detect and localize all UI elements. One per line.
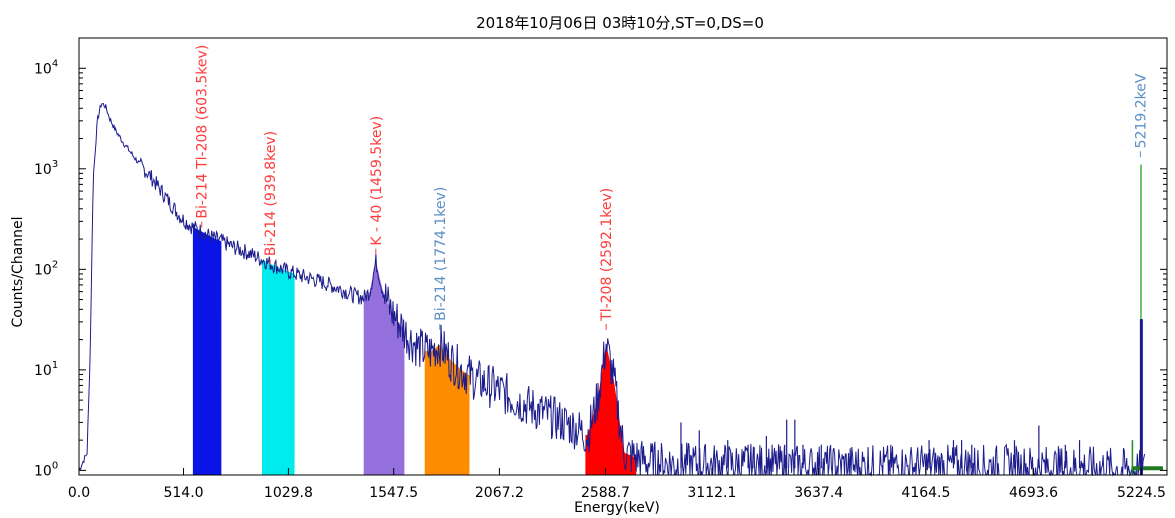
y-tick-label-4: 104 bbox=[34, 58, 58, 77]
y-tick-label-0: 100 bbox=[34, 460, 58, 479]
y-tick-base-4: 10 bbox=[34, 61, 52, 77]
x-tick-label-9: 4693.6 bbox=[1009, 485, 1058, 501]
roi-region-3 bbox=[424, 344, 470, 475]
x-axis-label: Energy(keV) bbox=[574, 500, 660, 516]
x-tick-label-7: 3637.4 bbox=[794, 485, 843, 501]
x-tick-label-10: 5224.5 bbox=[1117, 485, 1166, 501]
roi-region-4 bbox=[585, 346, 637, 475]
spectrum-line bbox=[78, 103, 1146, 477]
y-tick-base-2: 10 bbox=[34, 262, 52, 278]
y-tick-base-0: 10 bbox=[34, 463, 52, 479]
y-tick-exp-4: 4 bbox=[52, 58, 58, 69]
peak-label-0: Bi-214 Tl-208 (603.5kev) bbox=[195, 45, 211, 219]
x-tick-label-1: 514.0 bbox=[163, 485, 203, 501]
plot-area bbox=[78, 103, 1163, 477]
y-tick-base-3: 10 bbox=[34, 162, 52, 178]
y-tick-label-1: 101 bbox=[34, 360, 58, 379]
baseline-bar bbox=[1131, 466, 1163, 471]
x-tick-label-0: 0.0 bbox=[68, 485, 90, 501]
x-tick-label-5: 2588.7 bbox=[581, 485, 630, 501]
y-tick-exp-3: 3 bbox=[52, 159, 58, 170]
roi-region-1 bbox=[262, 259, 295, 475]
plot-frame bbox=[78, 37, 1168, 476]
x-ticks: 0.0 514.0 1029.8 1547.5 2067.2 2588.7 3112.1 36… bbox=[68, 468, 1166, 501]
roi-region-0 bbox=[192, 227, 222, 475]
roi-region-2 bbox=[363, 261, 405, 475]
y-tick-label-2: 102 bbox=[34, 259, 58, 278]
x-tick-label-3: 1547.5 bbox=[369, 485, 418, 501]
y-tick-label-3: 103 bbox=[34, 159, 58, 178]
chart-title: 2018年10月06日 03時10分,ST=0,DS=0 bbox=[476, 14, 764, 32]
y-axis-label: Counts/Channel bbox=[10, 216, 26, 327]
y-tick-base-1: 10 bbox=[34, 363, 52, 379]
peak-annotations: Bi-214 Tl-208 (603.5kev) Bi-214 (939.8kev… bbox=[195, 45, 1149, 330]
peak-label-2: K - 40 (1459.5kev) bbox=[369, 116, 385, 246]
x-tick-label-4: 2067.2 bbox=[475, 485, 524, 501]
peak-label-3: Bi-214 (1774.1kev) bbox=[433, 187, 449, 321]
peak-label-1: Bi-214 (939.8kev) bbox=[263, 131, 279, 256]
y-tick-exp-2: 2 bbox=[52, 259, 58, 270]
x-tick-label-6: 3112.1 bbox=[687, 485, 736, 501]
y-tick-exp-1: 1 bbox=[52, 360, 58, 371]
x-tick-label-2: 1029.8 bbox=[264, 485, 313, 501]
x-tick-label-8: 4164.5 bbox=[901, 485, 950, 501]
peak-label-5: 5219.2keV bbox=[1133, 73, 1149, 148]
y-tick-exp-0: 0 bbox=[52, 460, 58, 471]
peak-label-4: Tl-208 (2592.1kev) bbox=[599, 188, 615, 322]
